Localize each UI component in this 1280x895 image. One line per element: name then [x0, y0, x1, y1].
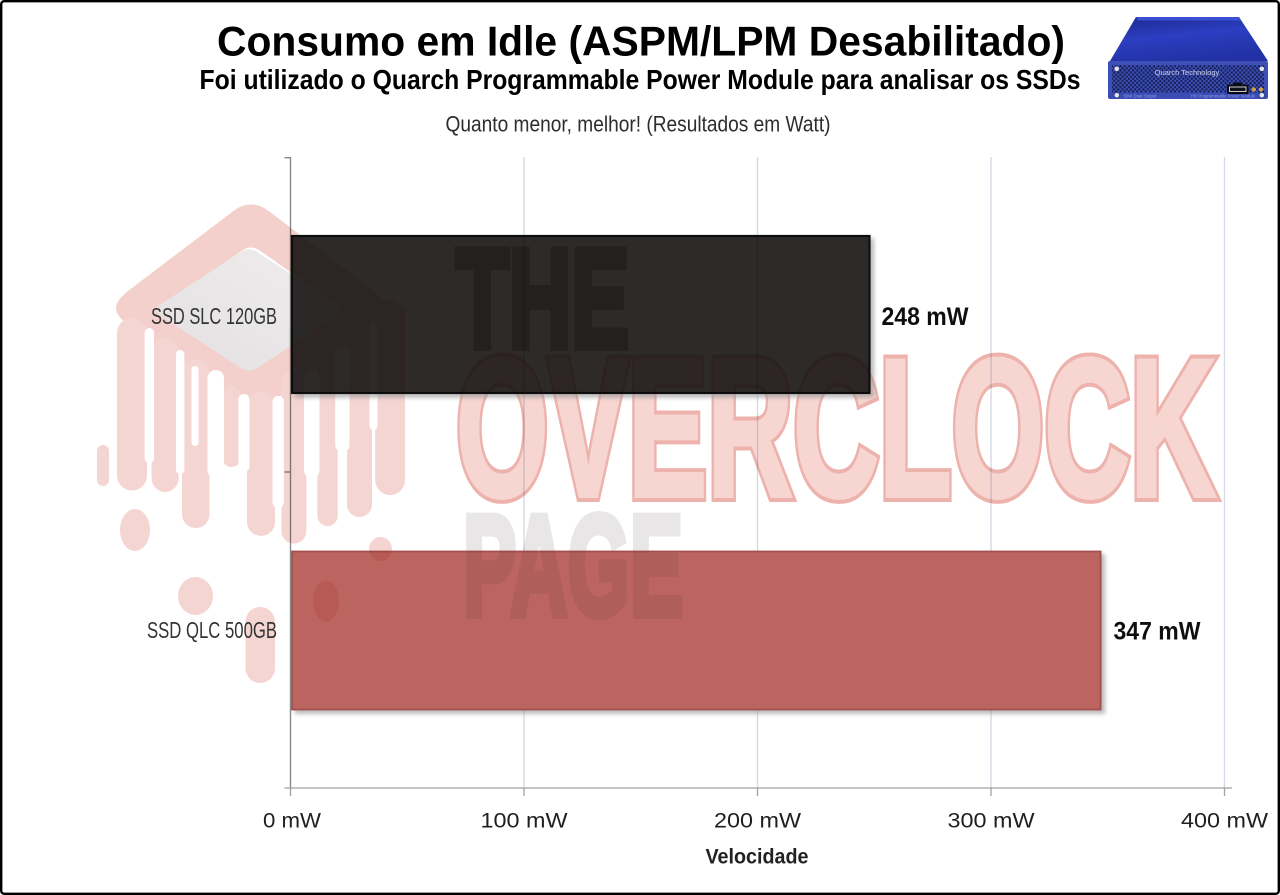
svg-text:HD Programmable Power Module: HD Programmable Power Module — [1191, 94, 1256, 99]
svg-text:0 mW: 0 mW — [263, 808, 322, 832]
svg-text:Quarch Technology: Quarch Technology — [1155, 68, 1220, 77]
svg-text:248 mW: 248 mW — [882, 303, 969, 331]
svg-text:Velocidade: Velocidade — [706, 845, 809, 869]
svg-text:50W Dual Output: 50W Dual Output — [1124, 94, 1158, 99]
svg-text:100 mW: 100 mW — [481, 808, 569, 832]
svg-text:200 mW: 200 mW — [714, 808, 802, 832]
svg-text:SSD SLC 120GB: SSD SLC 120GB — [151, 303, 277, 329]
svg-text:Foi utilizado o Quarch Program: Foi utilizado o Quarch Programmable Powe… — [200, 64, 1081, 95]
svg-text:300 mW: 300 mW — [948, 808, 1036, 832]
svg-text:400 mW: 400 mW — [1181, 808, 1269, 832]
svg-text:347 mW: 347 mW — [1114, 618, 1201, 646]
svg-text:SSD QLC 500GB: SSD QLC 500GB — [147, 617, 277, 643]
svg-text:Consumo em Idle (ASPM/LPM Desa: Consumo em Idle (ASPM/LPM Desabilitado) — [217, 18, 1065, 65]
svg-text:Quanto menor, melhor! (Resulta: Quanto menor, melhor! (Resultados em Wat… — [446, 112, 831, 137]
